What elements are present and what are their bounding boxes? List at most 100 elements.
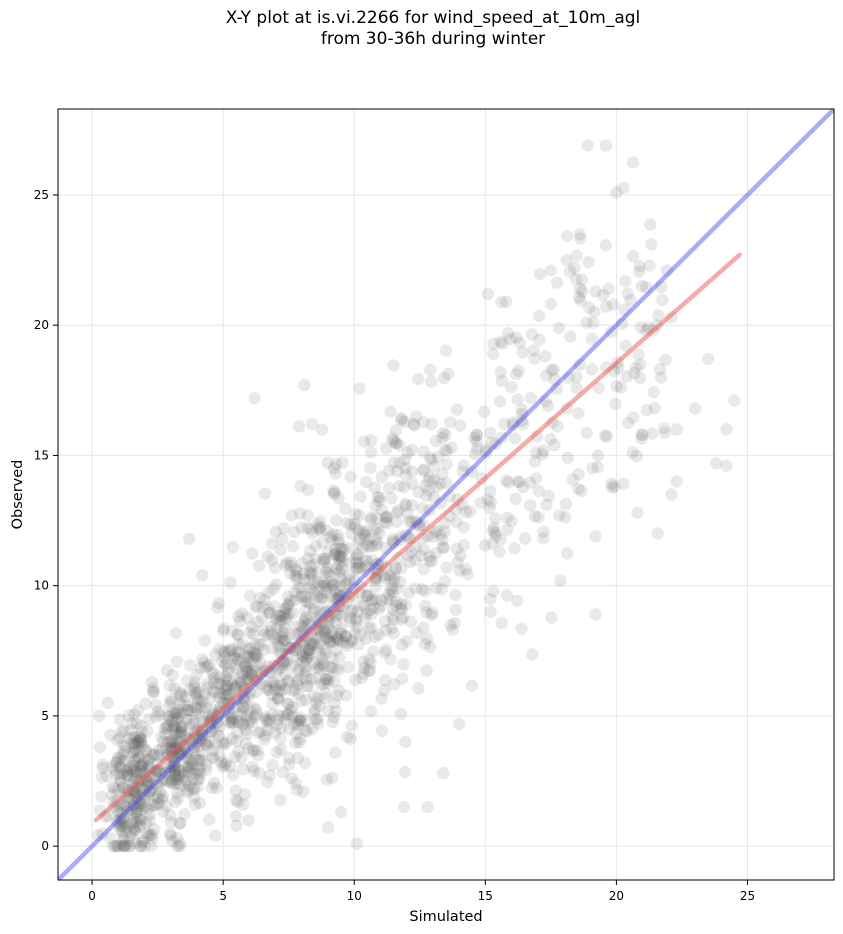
scatter-point	[220, 688, 234, 701]
scatter-point	[548, 438, 561, 452]
scatter-point	[407, 417, 420, 431]
scatter-point	[624, 293, 637, 307]
scatter-point	[575, 273, 589, 286]
scatter-point	[336, 554, 349, 568]
scatter-point	[140, 779, 153, 792]
scatter-point	[279, 559, 292, 572]
scatter-point	[225, 715, 239, 728]
scatter-point	[235, 705, 249, 718]
scatter-point	[187, 741, 201, 754]
scatter-point	[237, 717, 250, 730]
scatter-point	[121, 769, 134, 783]
scatter-point	[173, 839, 186, 853]
scatter-point	[194, 661, 207, 675]
scatter-point	[657, 421, 671, 435]
scatter-point	[195, 569, 209, 582]
scatter-point	[272, 708, 285, 722]
scatter-point	[290, 783, 304, 797]
scatter-point	[353, 382, 366, 395]
scatter-point	[127, 812, 140, 826]
scatter-point	[436, 541, 450, 555]
scatter-point	[117, 739, 131, 753]
scatter-point	[395, 412, 408, 425]
scatter-point	[299, 611, 312, 624]
scatter-point	[335, 542, 349, 556]
scatter-point	[173, 688, 187, 701]
scatter-point	[367, 645, 380, 658]
scatter-point	[399, 735, 412, 749]
scatter-point	[114, 812, 127, 826]
scatter-point	[339, 502, 352, 515]
scatter-point	[349, 507, 362, 521]
scatter-point	[182, 752, 195, 765]
scatter-point	[254, 656, 267, 669]
scatter-point	[349, 556, 363, 570]
scatter-point	[218, 659, 232, 672]
scatter-point	[417, 562, 431, 576]
scatter-point	[231, 715, 244, 728]
scatter-point	[619, 339, 632, 353]
scatter-point	[270, 718, 284, 732]
scatter-point	[421, 800, 434, 814]
scatter-point	[453, 564, 466, 577]
scatter-point	[425, 375, 438, 388]
scatter-point	[261, 776, 274, 789]
scatter-point	[243, 703, 256, 717]
scatter-point	[215, 756, 228, 769]
scatter-point	[344, 732, 357, 745]
scatter-point	[288, 620, 302, 634]
scatter-point	[171, 727, 184, 740]
scatter-point	[420, 632, 434, 645]
scatter-point	[299, 660, 312, 674]
scatter-point	[268, 726, 282, 739]
scatter-point	[518, 532, 532, 545]
scatter-point	[171, 706, 184, 720]
scatter-point	[122, 709, 136, 722]
scatter-point	[289, 627, 302, 641]
scatter-point	[115, 725, 128, 738]
scatter-point	[248, 647, 261, 660]
scatter-point	[393, 439, 406, 452]
scatter-point	[240, 710, 254, 723]
scatter-point	[146, 798, 160, 812]
scatter-point	[199, 738, 212, 751]
scatter-point	[465, 679, 479, 692]
scatter-point	[292, 713, 306, 727]
scatter-point	[342, 573, 356, 586]
scatter-point	[127, 799, 140, 813]
scatter-point	[188, 682, 202, 695]
scatter-point	[334, 542, 347, 555]
scatter-point	[393, 456, 406, 470]
scatter-point	[395, 413, 408, 427]
scatter-point	[311, 713, 325, 726]
scatter-point	[246, 646, 260, 660]
scatter-point	[570, 382, 583, 395]
scatter-point	[548, 372, 561, 386]
scatter-point	[263, 713, 276, 726]
scatter-point	[195, 732, 208, 746]
scatter-point	[289, 776, 302, 790]
scatter-point	[356, 541, 369, 555]
scatter-point	[181, 747, 195, 760]
scatter-point	[153, 786, 167, 799]
scatter-point	[479, 443, 493, 456]
scatter-point	[276, 766, 290, 779]
scatter-point	[448, 616, 461, 630]
scatter-point	[394, 530, 407, 543]
scatter-point	[390, 515, 403, 528]
scatter-point	[380, 592, 393, 605]
scatter-point	[200, 758, 213, 772]
scatter-point	[190, 668, 204, 682]
scatter-point	[205, 665, 219, 679]
scatter-point	[118, 839, 132, 853]
scatter-point	[164, 763, 177, 777]
scatter-point	[605, 325, 618, 339]
scatter-point	[141, 753, 154, 766]
scatter-point	[111, 805, 125, 818]
scatter-point	[138, 839, 151, 853]
scatter-point	[640, 280, 653, 294]
scatter-point	[351, 548, 364, 561]
scatter-point	[109, 763, 122, 776]
scatter-point	[195, 653, 209, 666]
scatter-point	[550, 382, 564, 396]
